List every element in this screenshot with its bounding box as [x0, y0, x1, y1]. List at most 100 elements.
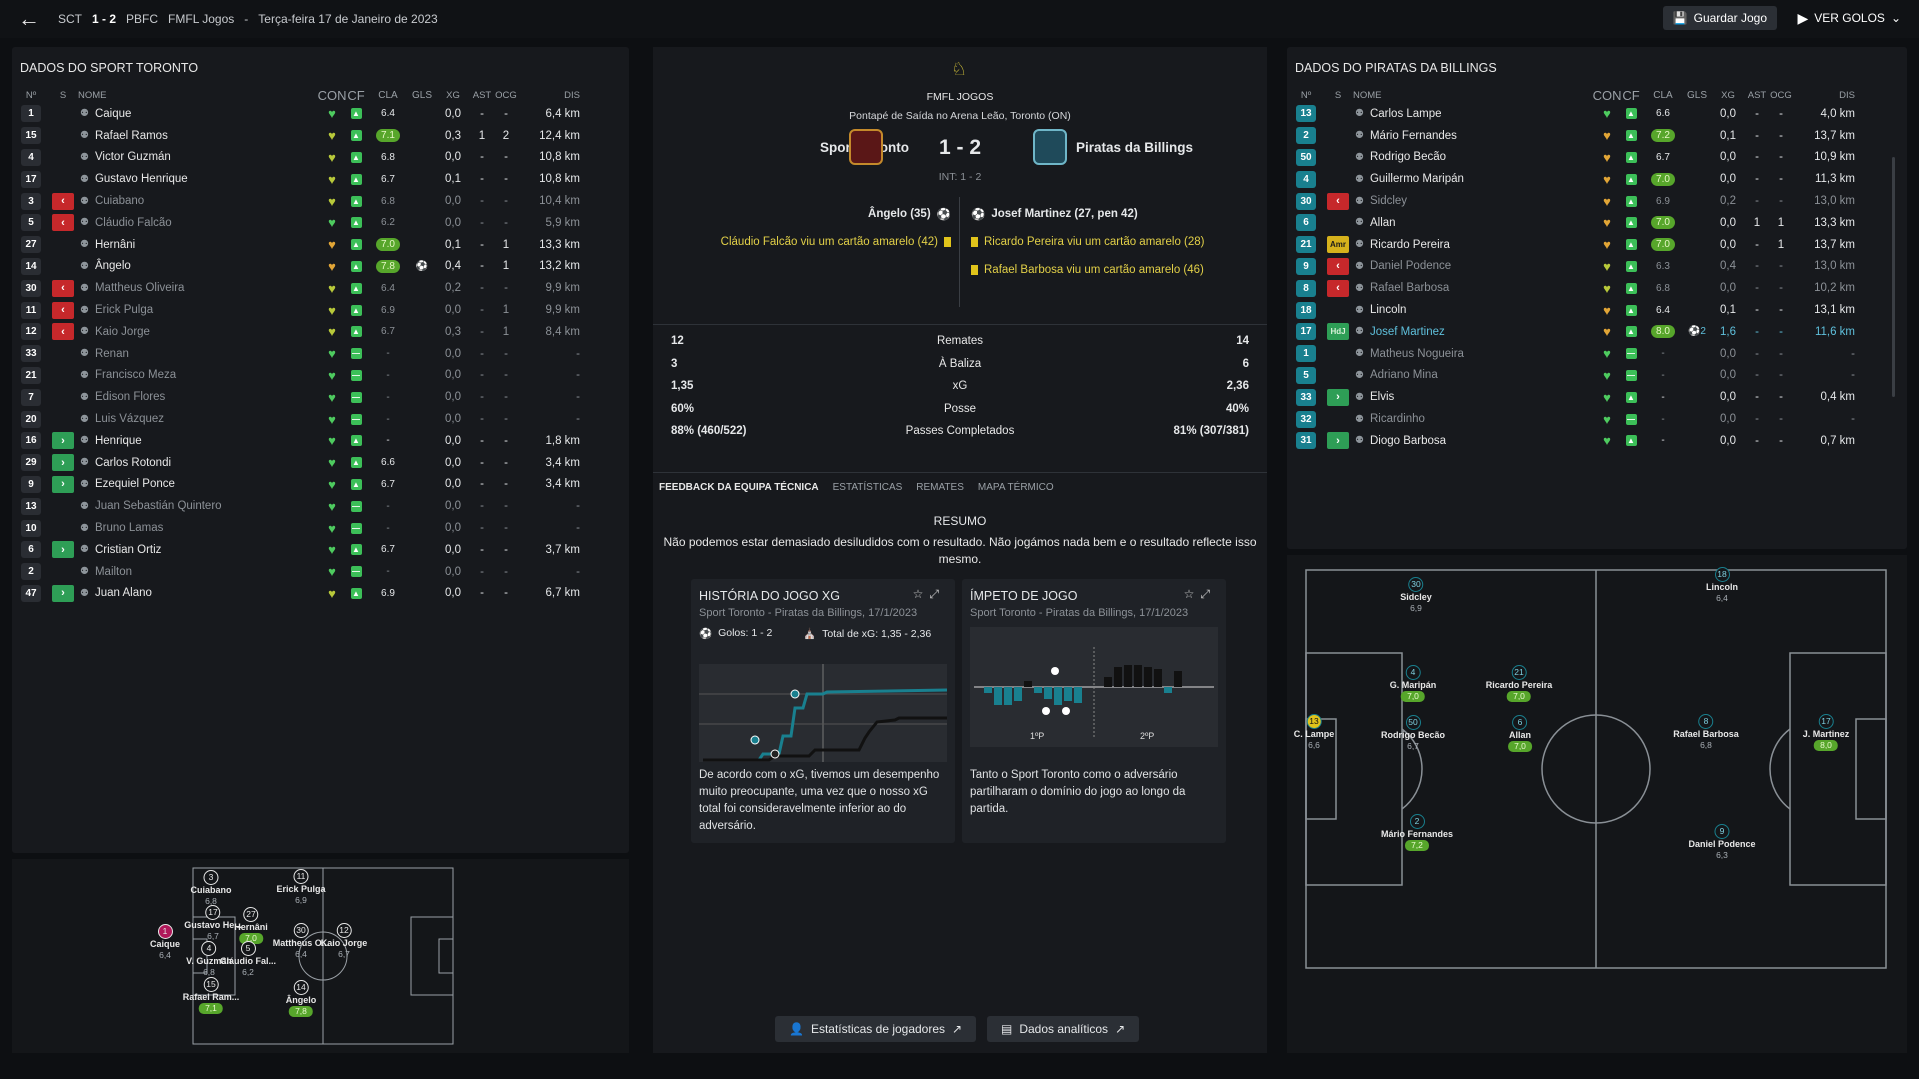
player-row[interactable]: 1 ⚉ Caique ♥ ▲ 6.4 0,0 - - 6,4 km — [12, 103, 629, 125]
player-row[interactable]: 8 ‹ ⚉ Rafael Barbosa ♥ ▲ 6.8 0,0 - - 10,2 km — [1287, 277, 1907, 299]
player-name[interactable]: Caique — [94, 107, 132, 120]
col-name[interactable]: NOME — [78, 89, 107, 101]
pitch-player[interactable]: 21 Ricardo Pereira 7,0 — [1486, 665, 1552, 702]
away-list-scrollbar[interactable] — [1892, 157, 1895, 397]
col-dis[interactable]: DIS — [1839, 89, 1855, 101]
pitch-player[interactable]: 3 Cuiabano 6,8 — [190, 870, 232, 907]
xg-story-card[interactable]: HISTÓRIA DO JOGO XG ☆⤢ Sport Toronto - P… — [691, 579, 955, 843]
player-row[interactable]: 18 ⚉ Lincoln ♥ ▲ 6.4 0,1 - - 13,1 km — [1287, 299, 1907, 321]
expand-icon[interactable]: ⤢ — [929, 587, 945, 601]
player-row[interactable]: 27 ⚉ Hernâni ♥ ▲ 7.0 0,1 - 1 13,3 km — [12, 234, 629, 256]
player-name[interactable]: Ricardo Pereira — [1369, 238, 1450, 251]
player-name[interactable]: Hernâni — [94, 238, 136, 251]
pitch-player[interactable]: 5 Cláudio Fal... 6,2 — [220, 941, 276, 978]
player-name[interactable]: Mattheus Oliveira — [94, 282, 185, 295]
col-cla[interactable]: CLA — [378, 89, 398, 101]
player-row[interactable]: 9 ‹ ⚉ Daniel Podence ♥ ▲ 6.3 0,4 - - 13,0 km — [1287, 256, 1907, 278]
player-row[interactable]: 13 ⚉ Juan Sebastián Quintero ♥ — - 0,0 - - - — [12, 495, 629, 517]
col-xg[interactable]: XG — [1721, 89, 1735, 101]
col-gls[interactable]: GLS — [1686, 89, 1707, 101]
col-ast[interactable]: AST — [472, 89, 492, 101]
col-ast[interactable]: AST — [1747, 89, 1767, 101]
player-name[interactable]: Elvis — [1369, 391, 1395, 404]
player-name[interactable]: Matheus Nogueira — [1369, 347, 1464, 360]
player-row[interactable]: 12 ‹ ⚉ Kaio Jorge ♥ ▲ 6.7 0,3 - 1 8,4 km — [12, 321, 629, 343]
player-row[interactable]: 21 Amr ⚉ Ricardo Pereira ♥ ▲ 7.0 0,0 - 1 13,7 km — [1287, 234, 1907, 256]
player-row[interactable]: 9 › ⚉ Ezequiel Ponce ♥ ▲ 6.7 0,0 - - 3,4 km — [12, 474, 629, 496]
player-name[interactable]: Rafael Barbosa — [1369, 282, 1450, 295]
pitch-player[interactable]: 50 Rodrigo Becão 6,7 — [1381, 715, 1445, 752]
col-gls[interactable]: GLS — [411, 89, 432, 101]
player-name[interactable]: Mailton — [94, 565, 133, 578]
star-icon[interactable]: ☆ — [1183, 587, 1201, 601]
player-row[interactable]: 3 ‹ ⚉ Cuiabano ♥ ▲ 6.8 0,0 - - 10,4 km — [12, 190, 629, 212]
player-name[interactable]: Erick Pulga — [94, 304, 154, 317]
player-name[interactable]: Cristian Ortiz — [94, 543, 162, 556]
col-con[interactable]: CON — [317, 87, 347, 103]
player-row[interactable]: 20 ⚉ Luis Vázquez ♥ — - 0,0 - - - — [12, 408, 629, 430]
player-row[interactable]: 30 ‹ ⚉ Mattheus Oliveira ♥ ▲ 6.4 0,2 - - 9,9 km — [12, 277, 629, 299]
player-row[interactable]: 7 ⚉ Edison Flores ♥ — - 0,0 - - - — [12, 386, 629, 408]
player-name[interactable]: Lincoln — [1369, 304, 1407, 317]
player-name[interactable]: Francisco Meza — [94, 369, 177, 382]
player-row[interactable]: 33 ⚉ Renan ♥ — - 0,0 - - - — [12, 343, 629, 365]
player-row[interactable]: 47 › ⚉ Juan Alano ♥ ▲ 6.9 0,0 - - 6,7 km — [12, 583, 629, 605]
col-xg[interactable]: XG — [446, 89, 460, 101]
player-name[interactable]: Ricardinho — [1369, 413, 1425, 426]
pitch-player[interactable]: 11 Erick Pulga 6,9 — [276, 869, 326, 906]
col-cla[interactable]: CLA — [1653, 89, 1673, 101]
save-match-button[interactable]: 💾 Guardar Jogo — [1662, 6, 1777, 30]
player-name[interactable]: Diogo Barbosa — [1369, 434, 1447, 447]
player-row[interactable]: 15 ⚉ Rafael Ramos ♥ ▲ 7.1 0,3 1 2 12,4 km — [12, 125, 629, 147]
pitch-player[interactable]: 8 Rafael Barbosa 6,8 — [1673, 714, 1739, 751]
player-row[interactable]: 17 ⚉ Gustavo Henrique ♥ ▲ 6.7 0,1 - - 10,8 km — [12, 168, 629, 190]
player-row[interactable]: 11 ‹ ⚉ Erick Pulga ♥ ▲ 6.9 0,0 - 1 9,9 km — [12, 299, 629, 321]
player-row[interactable]: 14 ⚉ Ângelo ♥ ▲ 7.8 ⚽ 0,4 - 1 13,2 km — [12, 256, 629, 278]
player-row[interactable]: 5 ‹ ⚉ Cláudio Falcão ♥ ▲ 6.2 0,0 - - 5,9 km — [12, 212, 629, 234]
tab-1[interactable]: ESTATÍSTICAS — [832, 482, 903, 493]
player-row[interactable]: 6 › ⚉ Cristian Ortiz ♥ ▲ 6.7 0,0 - - 3,7 km — [12, 539, 629, 561]
pitch-player[interactable]: 15 Rafael Ram... 7,1 — [183, 977, 239, 1014]
col-s[interactable]: S — [1334, 89, 1342, 101]
pitch-player[interactable]: 12 Kaio Jorge 6,7 — [321, 923, 367, 960]
player-row[interactable]: 50 ⚉ Rodrigo Becão ♥ ▲ 6.7 0,0 - - 10,9 km — [1287, 147, 1907, 169]
pitch-player[interactable]: 17 Gustavo He... 6,7 — [184, 905, 242, 942]
col-con[interactable]: CON — [1592, 87, 1622, 103]
player-name[interactable]: Carlos Lampe — [1369, 107, 1442, 120]
player-row[interactable]: 2 ⚉ Mailton ♥ — - 0,0 - - - — [12, 561, 629, 583]
player-name[interactable]: Rafael Ramos — [94, 129, 168, 142]
player-row[interactable]: 32 ⚉ Ricardinho ♥ — - 0,0 - - - — [1287, 408, 1907, 430]
player-row[interactable]: 33 › ⚉ Elvis ♥ ▲ - 0,0 - - 0,4 km — [1287, 386, 1907, 408]
player-row[interactable]: 10 ⚉ Bruno Lamas ♥ — - 0,0 - - - — [12, 517, 629, 539]
col-num[interactable]: Nº — [1300, 89, 1312, 101]
player-row[interactable]: 13 ⚉ Carlos Lampe ♥ ▲ 6.6 0,0 - - 4,0 km — [1287, 103, 1907, 125]
player-row[interactable]: 6 ⚉ Allan ♥ ▲ 7.0 0,0 1 1 13,3 km — [1287, 212, 1907, 234]
player-row[interactable]: 4 ⚉ Victor Guzmán ♥ ▲ 6.8 0,0 - - 10,8 km — [12, 147, 629, 169]
player-name[interactable]: Sidcley — [1369, 195, 1408, 208]
player-name[interactable]: Bruno Lamas — [94, 522, 164, 535]
col-name[interactable]: NOME — [1353, 89, 1382, 101]
player-name[interactable]: Rodrigo Becão — [1369, 151, 1447, 164]
player-name[interactable]: Allan — [1369, 216, 1396, 229]
col-num[interactable]: Nº — [25, 89, 37, 101]
pitch-player[interactable]: 18 Lincoln 6,4 — [1706, 567, 1738, 604]
player-row[interactable]: 4 ⚉ Guillermo Maripán ♥ ▲ 7.0 0,0 - - 11,3 km — [1287, 168, 1907, 190]
player-name[interactable]: Daniel Podence — [1369, 260, 1452, 273]
player-name[interactable]: Carlos Rotondi — [94, 456, 172, 469]
pitch-player[interactable]: 27 Hernâni 7,0 — [234, 907, 268, 944]
view-goals-button[interactable]: ▶ VER GOLOS ⌄ — [1797, 6, 1901, 30]
player-name[interactable]: Edison Flores — [94, 391, 166, 404]
col-cf[interactable]: CF — [347, 87, 365, 103]
tab-2[interactable]: REMATES — [916, 482, 964, 493]
star-icon[interactable]: ☆ — [912, 587, 930, 601]
away-team-name[interactable]: Piratas da Billings — [1076, 140, 1194, 155]
player-stats-button[interactable]: 👤 Estatísticas de jogadores ↗ — [775, 1016, 977, 1042]
player-name[interactable]: Adriano Mina — [1369, 369, 1438, 382]
col-ocg[interactable]: OCG — [1770, 89, 1792, 101]
card-actions[interactable]: ☆⤢ — [1184, 587, 1216, 602]
col-dis[interactable]: DIS — [564, 89, 580, 101]
pitch-player[interactable]: 6 Allan 7,0 — [1508, 715, 1532, 752]
pitch-player[interactable]: 2 Mário Fernandes 7,2 — [1381, 814, 1453, 851]
pitch-player[interactable]: 30 Sidcley 6,9 — [1400, 577, 1432, 614]
col-cf[interactable]: CF — [1622, 87, 1640, 103]
